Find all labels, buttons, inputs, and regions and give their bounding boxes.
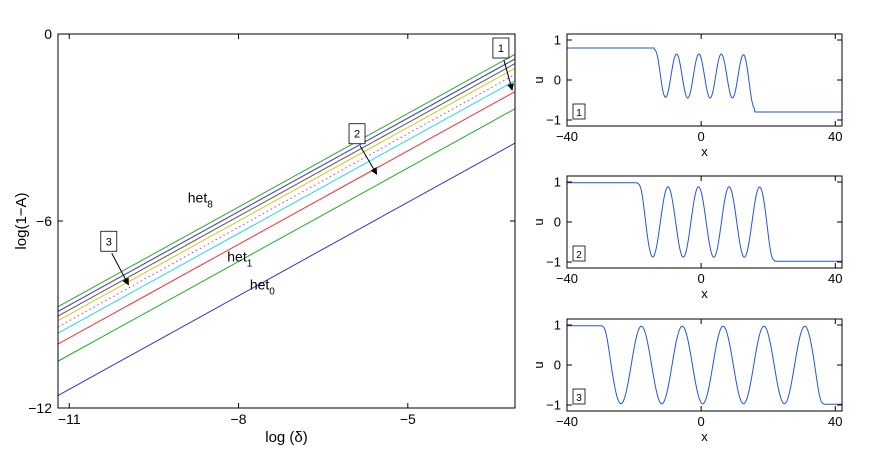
panel-label-box: [572, 388, 586, 405]
series-line-1: [57, 108, 516, 362]
series-line-8: [57, 53, 516, 308]
x-tick-label: 0: [698, 129, 705, 144]
profile-curve: [567, 325, 842, 405]
x-axis-label: log (δ): [265, 429, 308, 446]
x-tick-label: 40: [828, 129, 842, 144]
y-tick-label: −12: [28, 400, 52, 416]
x-tick-label: 0: [698, 271, 705, 286]
series-label-base: het: [250, 277, 270, 293]
y-tick-label: 1: [554, 175, 561, 190]
series-line-5: [57, 67, 516, 322]
y-axis-label: u: [531, 218, 546, 225]
profile-panel-2: −40 0 40 1 0 −1 x u 2: [531, 175, 843, 301]
y-tick-label: 0: [554, 215, 561, 230]
x-axis-label: x: [701, 429, 708, 444]
series-label-subscript: 1: [247, 259, 253, 270]
series-label-base: het: [188, 189, 208, 205]
x-tick-label: 0: [698, 414, 705, 429]
series-label-het-1: het1: [227, 249, 252, 270]
y-tick-label: 1: [554, 318, 561, 333]
y-tick-label: −1: [546, 398, 561, 413]
profile-panel-3: −40 0 40 1 0 −1 x u 3: [531, 318, 843, 444]
series-label-subscript: 8: [207, 199, 213, 210]
annotation-arrow-1: [503, 59, 514, 91]
series-line-6: [57, 63, 516, 317]
panel-label: 3: [576, 393, 582, 404]
x-tick-label: −40: [556, 271, 578, 286]
x-tick-label: 40: [828, 271, 842, 286]
x-tick-label: 40: [828, 414, 842, 429]
y-tick-label: −1: [546, 255, 561, 270]
plot-frame: [566, 175, 843, 269]
panel-label: 2: [576, 250, 582, 261]
series-line-2: [57, 91, 516, 345]
annotation-box-2: [348, 123, 366, 145]
panel-label-box: [572, 103, 586, 120]
x-axis-label: x: [701, 286, 708, 301]
annotation-box-3: [100, 230, 118, 252]
series-line-0: [57, 142, 516, 396]
x-tick-label: −11: [58, 411, 81, 427]
series-label-subscript: 0: [269, 287, 275, 298]
y-axis-label: u: [531, 361, 546, 368]
series-line-7: [57, 58, 516, 312]
series-label-het-8: het8: [188, 189, 213, 210]
x-tick-label: −5: [400, 411, 416, 427]
series-label-het-0: het0: [250, 277, 275, 298]
y-tick-label: −6: [36, 213, 52, 229]
x-tick-label: −40: [556, 129, 578, 144]
y-tick-label: 1: [554, 33, 561, 48]
x-tick-label: −40: [556, 414, 578, 429]
profile-panel-1: −40 0 40 1 0 −1 x u 1: [531, 33, 843, 159]
plot-frame: [57, 33, 516, 409]
y-tick-label: −1: [546, 113, 561, 128]
annotation-label-2: 2: [354, 129, 360, 141]
annotation-label-3: 3: [106, 236, 112, 248]
y-axis-label: log(1−A): [13, 192, 30, 249]
annotation-arrow-2: [359, 145, 378, 175]
annotation-arrow-3: [111, 253, 129, 286]
profile-curve: [567, 182, 842, 262]
annotation-label-1: 1: [498, 43, 504, 55]
y-axis-label: u: [531, 76, 546, 83]
panel-label: 1: [576, 108, 582, 119]
panel-label-box: [572, 245, 586, 262]
series-line-4: [57, 74, 516, 328]
series-line-3: [57, 80, 516, 334]
series-label-base: het: [227, 249, 247, 265]
x-tick-label: −8: [231, 411, 247, 427]
annotation-box-1: [492, 37, 510, 59]
y-tick-label: 0: [554, 358, 561, 373]
y-tick-label: 0: [554, 73, 561, 88]
x-axis-label: x: [701, 144, 708, 159]
y-tick-label: 0: [44, 26, 52, 42]
profile-curve: [567, 47, 842, 113]
